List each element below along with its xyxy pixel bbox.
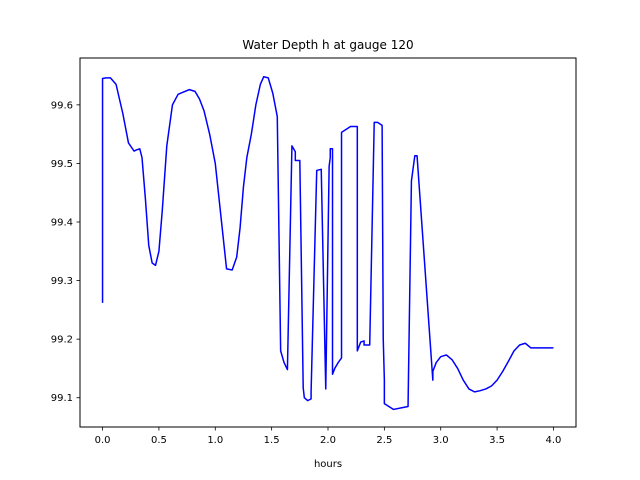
y-tick-label: 99.2: [51, 335, 73, 346]
series-line-0: [101, 75, 554, 411]
x-tick-label: 1.0: [207, 435, 223, 446]
y-tick-label: 99.3: [51, 276, 73, 287]
y-tick-label: 99.1: [51, 393, 73, 404]
x-tick-label: 3.5: [489, 435, 505, 446]
x-tick-label: 2.0: [320, 435, 336, 446]
y-tick-label: 99.4: [51, 218, 73, 229]
x-tick-label: 0.5: [151, 435, 167, 446]
x-tick-label: 0.0: [95, 435, 111, 446]
x-tick-label: 3.0: [433, 435, 449, 446]
chart-title: Water Depth h at gauge 120: [242, 38, 413, 52]
y-tick-label: 99.5: [51, 159, 73, 170]
plot-area: 0.0 0.5 1.0 1.5 2.0 2.5 3.0 3.5 4.0 99.1 99.2 99.3 9…: [51, 57, 577, 446]
x-axis-label: hours: [314, 459, 342, 470]
x-tick-label: 4.0: [546, 435, 562, 446]
x-tick-label: 1.5: [264, 435, 280, 446]
y-tick-label: 99.6: [51, 100, 73, 111]
x-tick-label: 2.5: [376, 435, 392, 446]
